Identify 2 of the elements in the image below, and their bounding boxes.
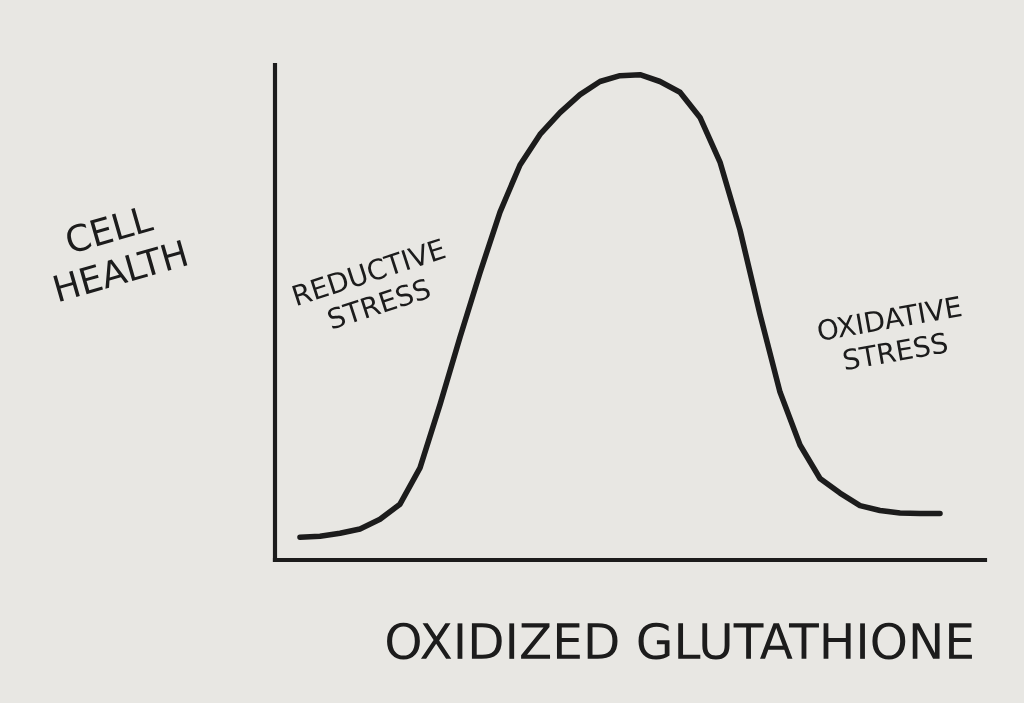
annotation: OXIDATIVE STRESS <box>816 295 962 371</box>
x-axis-title: OXIDIZED GLUTATHIONE <box>387 622 972 660</box>
